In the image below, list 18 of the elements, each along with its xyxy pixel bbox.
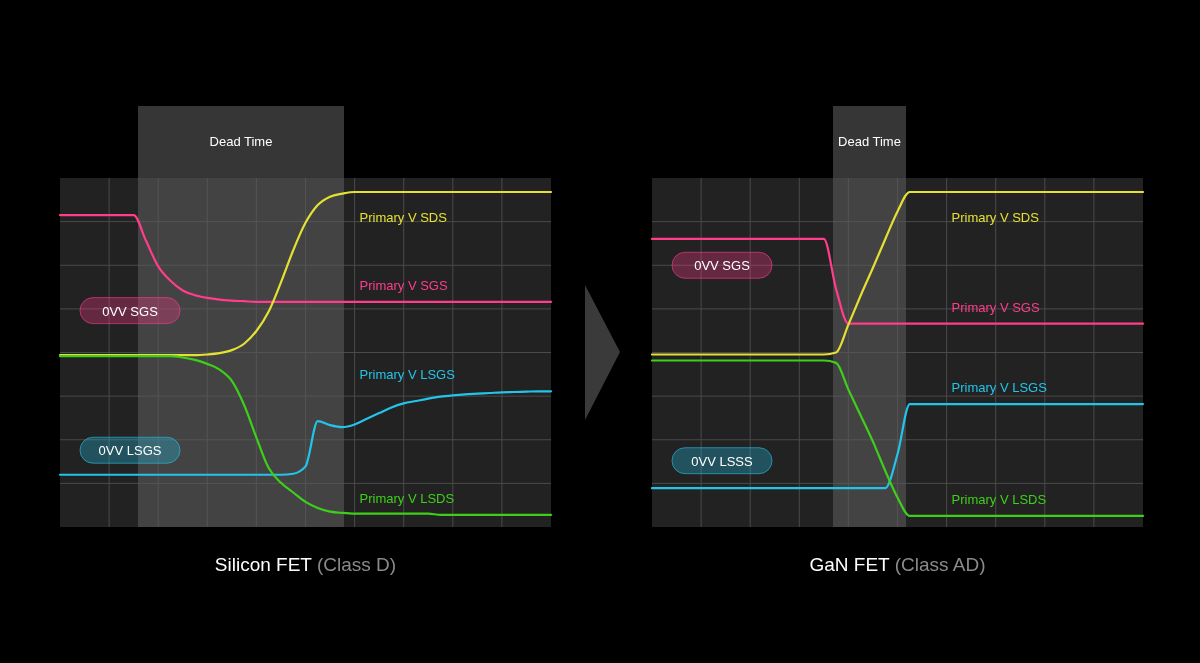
series-label: Primary V SDS (951, 210, 1040, 225)
series-label: Primary V LSGS (951, 380, 1048, 396)
series-label: Primary V SDS (359, 210, 448, 225)
text: (Class D) (316, 554, 397, 575)
text: (Class AD) (894, 554, 986, 575)
text: GaN FET (809, 554, 891, 575)
annotation: 0VV SGS (694, 258, 751, 274)
series-label: Primary V SGS (951, 299, 1040, 315)
annotation: 0VV LSGS (98, 443, 162, 459)
series-label: Primary V LSDS (359, 490, 455, 506)
text: Dead Time (838, 134, 901, 149)
annotation: 0VV LSSS (691, 453, 754, 469)
text: Dead Time (209, 134, 273, 149)
series-label: Primary V LSGS (359, 367, 456, 383)
annotation: 0VV SGS (102, 303, 159, 319)
series-label: Primary V SGS (359, 277, 448, 293)
series-label: Primary V LSDS (951, 491, 1047, 507)
text: Silicon FET (214, 554, 313, 575)
